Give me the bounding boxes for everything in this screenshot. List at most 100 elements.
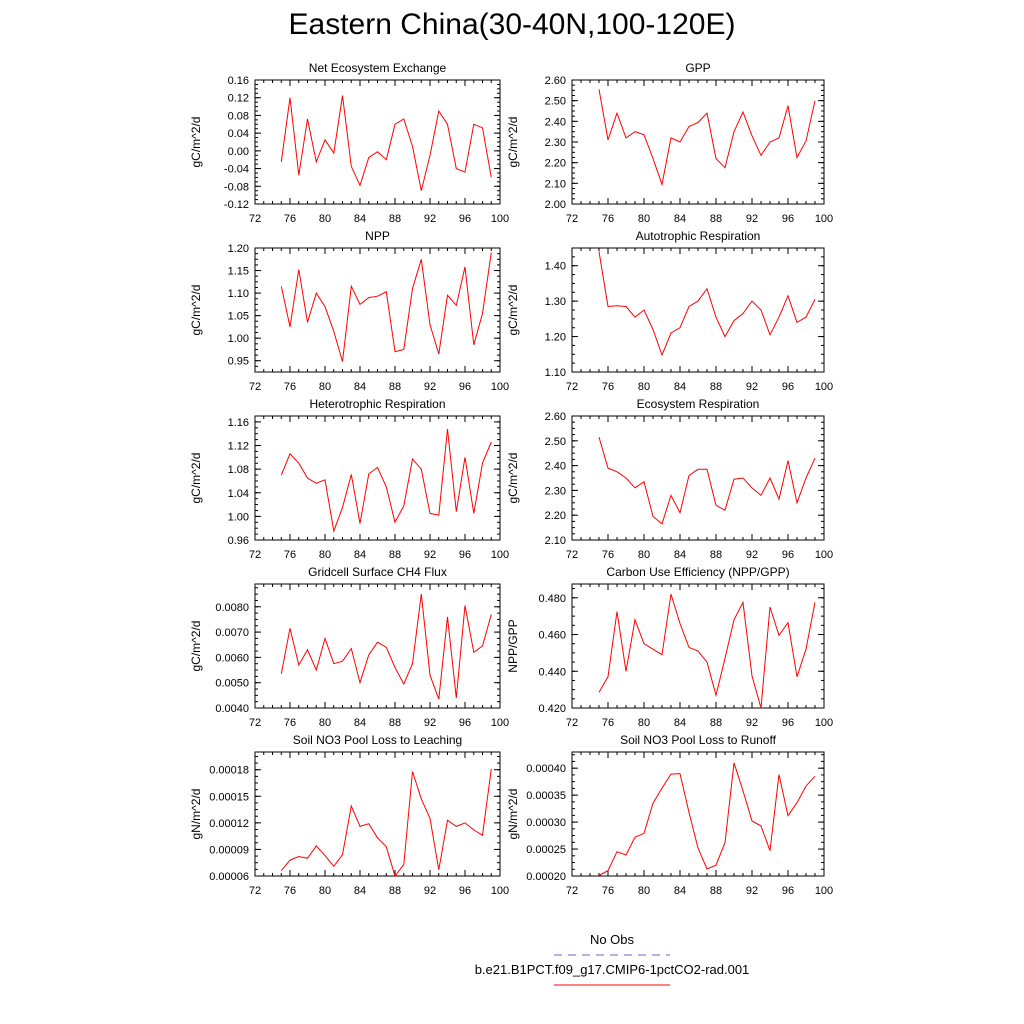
series-line — [280, 594, 492, 700]
y-tick-label: 0.00 — [228, 146, 249, 158]
x-tick-label: 96 — [459, 885, 471, 897]
y-tick-label: 1.40 — [545, 261, 566, 273]
y-tick-label: -0.12 — [224, 199, 249, 211]
x-tick-label: 100 — [491, 717, 509, 729]
page-title: Eastern China(30-40N,100-120E) — [288, 8, 736, 41]
legend-label-model-run: b.e21.B1PCT.f09_g17.CMIP6-1pctCO2-rad.00… — [474, 962, 750, 977]
plot-frame — [254, 583, 501, 709]
x-tick-label: 96 — [459, 717, 471, 729]
chart-panel-heterotrophic-respiration: Heterotrophic Respiration 72 76 80 84 88 92 96 1… — [189, 397, 509, 561]
y-tick-label: 0.00012 — [209, 818, 249, 830]
y-axis-label: gC/m^2/d — [506, 453, 520, 504]
series-line — [598, 251, 816, 357]
x-tick-label: 80 — [638, 717, 650, 729]
x-tick-label: 88 — [389, 717, 401, 729]
x-tick-label: 100 — [815, 381, 833, 393]
y-tick-label: 0.00020 — [526, 871, 566, 883]
x-tick-label: 76 — [284, 549, 296, 561]
x-tick-label: 80 — [319, 213, 331, 225]
chart-panel-npp: NPP 72 76 80 84 88 92 96 100 0.95 1.00 1.05 1.10 1.15… — [189, 229, 509, 393]
x-tick-label: 72 — [249, 549, 261, 561]
x-tick-label: 92 — [746, 885, 758, 897]
x-tick-label: 72 — [249, 381, 261, 393]
x-tick-label: 100 — [815, 549, 833, 561]
y-axis-label: gN/m^2/d — [506, 789, 520, 840]
plot-frame — [571, 79, 825, 205]
y-tick-label: 2.10 — [545, 178, 566, 190]
legend-label-no-obs: No Obs — [589, 932, 635, 947]
x-tick-label: 72 — [566, 213, 578, 225]
y-axis-label: gC/m^2/d — [506, 117, 520, 168]
y-tick-label: 0.460 — [538, 630, 566, 642]
x-tick-label: 72 — [249, 717, 261, 729]
y-tick-label: 1.15 — [228, 266, 249, 278]
y-tick-label: 0.00035 — [526, 790, 566, 802]
x-tick-label: 76 — [602, 381, 614, 393]
x-tick-label: 84 — [674, 885, 686, 897]
x-tick-label: 80 — [319, 717, 331, 729]
x-tick-label: 88 — [710, 717, 722, 729]
plot-frame — [571, 415, 825, 541]
x-tick-label: 80 — [319, 381, 331, 393]
chart-title: Heterotrophic Respiration — [309, 397, 445, 411]
chart-panel-gpp: GPP 72 76 80 84 88 92 96 100 2.00 2.10 2.20 2.30 2.40… — [506, 61, 833, 225]
y-tick-label: -0.04 — [224, 164, 249, 176]
chart-title: Ecosystem Respiration — [637, 397, 760, 411]
x-tick-label: 96 — [782, 381, 794, 393]
y-tick-label: 2.50 — [545, 436, 566, 448]
y-tick-label: 0.0050 — [215, 678, 249, 690]
chart-panel-carbon-use-efficiency-npp-gpp: Carbon Use Efficiency (NPP/GPP) 72 76 80 84 8… — [506, 565, 833, 729]
x-tick-label: 88 — [389, 381, 401, 393]
y-tick-label: 2.20 — [545, 510, 566, 522]
x-tick-label: 76 — [602, 717, 614, 729]
x-tick-label: 76 — [602, 213, 614, 225]
x-tick-label: 96 — [459, 213, 471, 225]
chart-panel-autotrophic-respiration: Autotrophic Respiration 72 76 80 84 88 92 96 100… — [506, 229, 833, 393]
x-tick-label: 96 — [782, 213, 794, 225]
y-tick-label: 1.00 — [228, 333, 249, 345]
x-tick-label: 72 — [249, 885, 261, 897]
x-tick-label: 80 — [638, 549, 650, 561]
y-axis-label: NPP/GPP — [506, 619, 520, 672]
y-tick-label: 2.20 — [545, 158, 566, 170]
chart-panel-net-ecosystem-exchange: Net Ecosystem Exchange 72 76 80 84 88 92 96 100 -… — [189, 61, 509, 225]
series-line — [280, 252, 492, 362]
y-tick-label: 2.10 — [545, 535, 566, 547]
y-tick-label: 0.0040 — [215, 703, 249, 715]
x-tick-label: 84 — [674, 717, 686, 729]
y-tick-label: 2.50 — [545, 96, 566, 108]
y-tick-label: 1.20 — [228, 243, 249, 255]
series-line — [280, 768, 492, 878]
x-tick-label: 76 — [284, 381, 296, 393]
y-tick-label: 0.16 — [228, 75, 249, 87]
y-tick-label: 2.60 — [545, 75, 566, 87]
y-tick-label: 1.20 — [545, 332, 566, 344]
x-tick-label: 80 — [638, 213, 650, 225]
x-tick-label: 96 — [459, 549, 471, 561]
chart-title: Autotrophic Respiration — [636, 229, 761, 243]
chart-title: Gridcell Surface CH4 Flux — [308, 565, 447, 579]
y-tick-label: 1.10 — [228, 288, 249, 300]
x-tick-label: 100 — [815, 885, 833, 897]
chart-title: Soil NO3 Pool Loss to Leaching — [293, 733, 462, 747]
x-tick-label: 72 — [566, 717, 578, 729]
y-tick-label: 2.40 — [545, 116, 566, 128]
series-line — [598, 89, 816, 187]
y-axis-label: gC/m^2/d — [506, 285, 520, 336]
x-tick-label: 72 — [566, 885, 578, 897]
y-tick-label: 0.420 — [538, 703, 566, 715]
x-tick-label: 92 — [746, 549, 758, 561]
plot-frame — [571, 751, 825, 877]
y-tick-label: 1.10 — [545, 367, 566, 379]
x-tick-label: 92 — [424, 381, 436, 393]
series-line — [280, 428, 492, 534]
x-tick-label: 84 — [674, 549, 686, 561]
plot-frame — [571, 583, 825, 709]
x-tick-label: 76 — [284, 885, 296, 897]
plot-frame — [254, 79, 501, 205]
y-tick-label: 0.00015 — [209, 791, 249, 803]
plot-frame — [254, 415, 501, 541]
x-tick-label: 100 — [491, 213, 509, 225]
y-tick-label: 0.00018 — [209, 765, 249, 777]
